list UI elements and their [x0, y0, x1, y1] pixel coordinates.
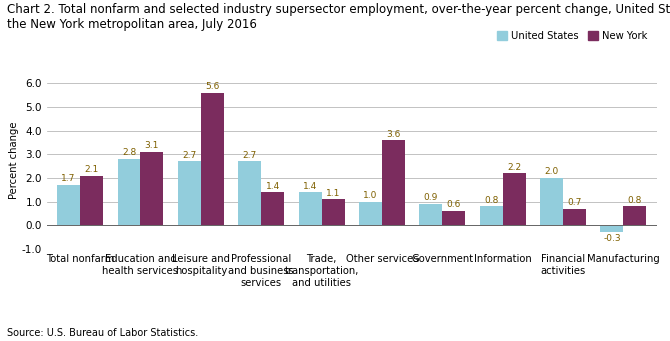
Text: 2.0: 2.0	[545, 167, 559, 176]
Bar	[563, 209, 586, 225]
Text: 0.6: 0.6	[447, 201, 461, 209]
Bar	[299, 192, 322, 225]
Bar	[359, 202, 382, 225]
Text: 3.6: 3.6	[386, 130, 401, 138]
Y-axis label: Percent change: Percent change	[9, 121, 19, 199]
Text: 1.1: 1.1	[326, 189, 340, 198]
Bar	[382, 140, 405, 225]
Text: 2.8: 2.8	[122, 148, 136, 158]
Legend: United States, New York: United States, New York	[492, 27, 652, 45]
Bar	[117, 159, 141, 225]
Text: Chart 2. Total nonfarm and selected industry supersector employment, over-the-ye: Chart 2. Total nonfarm and selected indu…	[7, 3, 670, 31]
Bar	[322, 199, 344, 225]
Text: 2.1: 2.1	[84, 165, 98, 174]
Text: 5.6: 5.6	[205, 82, 220, 91]
Text: 2.7: 2.7	[182, 151, 196, 160]
Text: 0.7: 0.7	[567, 198, 582, 207]
Text: 3.1: 3.1	[145, 141, 159, 150]
Text: 1.7: 1.7	[62, 175, 76, 183]
Text: 2.2: 2.2	[507, 163, 521, 172]
Text: 1.0: 1.0	[363, 191, 378, 200]
Text: 1.4: 1.4	[265, 181, 280, 191]
Bar	[201, 93, 224, 225]
Bar	[442, 211, 465, 225]
Text: -0.3: -0.3	[603, 234, 620, 243]
Bar	[261, 192, 284, 225]
Bar	[239, 161, 261, 225]
Bar	[419, 204, 442, 225]
Bar	[57, 185, 80, 225]
Bar	[600, 225, 623, 232]
Bar	[480, 206, 502, 225]
Bar	[178, 161, 201, 225]
Bar	[141, 152, 163, 225]
Text: 0.9: 0.9	[423, 193, 438, 202]
Bar	[502, 173, 525, 225]
Bar	[623, 206, 647, 225]
Text: Source: U.S. Bureau of Labor Statistics.: Source: U.S. Bureau of Labor Statistics.	[7, 328, 198, 338]
Text: 0.8: 0.8	[484, 196, 498, 205]
Text: 1.4: 1.4	[303, 181, 317, 191]
Text: 2.7: 2.7	[243, 151, 257, 160]
Bar	[540, 178, 563, 225]
Text: 0.8: 0.8	[628, 196, 642, 205]
Bar	[80, 176, 103, 225]
